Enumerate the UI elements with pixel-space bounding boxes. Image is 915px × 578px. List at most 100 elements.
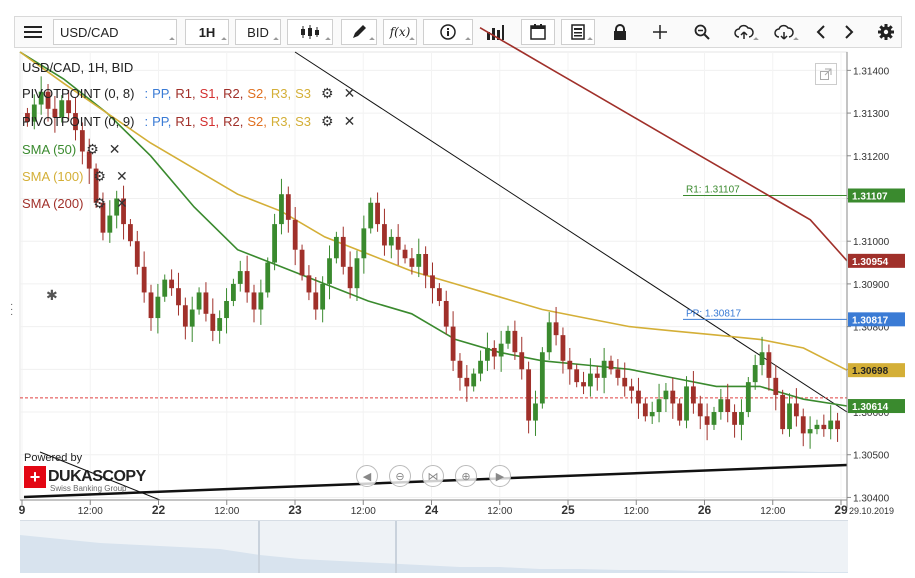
- candle-body: [388, 236, 394, 246]
- pivot-level-label: R3,: [270, 86, 292, 101]
- lock-button[interactable]: [605, 19, 635, 45]
- indicator-remove-icon[interactable]: ✕: [343, 85, 356, 101]
- indicator-legend-row[interactable]: SMA (50) ⚙ ✕: [22, 141, 120, 158]
- indicator-settings-icon[interactable]: ⚙: [93, 195, 106, 211]
- candle-body: [258, 292, 264, 310]
- indicator-legend-row[interactable]: SMA (200) ⚙ ✕: [22, 195, 128, 212]
- candle-body: [224, 300, 229, 319]
- candle-body: [491, 347, 497, 357]
- indicator-settings-icon[interactable]: ⚙: [86, 141, 99, 157]
- scroll-left-button[interactable]: [809, 19, 833, 45]
- price-side-select[interactable]: BID: [235, 19, 281, 45]
- pivot-level-label: R2,: [223, 86, 244, 101]
- time-tick-label: 24: [425, 503, 439, 517]
- indicator-remove-icon[interactable]: ✕: [115, 168, 128, 184]
- settings-button[interactable]: [873, 19, 899, 45]
- chart-type-button[interactable]: [287, 19, 333, 45]
- candle-body: [732, 412, 737, 425]
- menu-icon[interactable]: [19, 19, 47, 45]
- calendar-icon: [530, 24, 546, 40]
- candle-body: [642, 403, 648, 417]
- nav-back-button[interactable]: ◀: [356, 465, 378, 487]
- crosshair-icon: [653, 25, 667, 39]
- candle-body: [285, 194, 291, 220]
- candle-body: [498, 343, 504, 357]
- candle-body: [485, 347, 490, 361]
- zoom-button[interactable]: [687, 19, 717, 45]
- calendar-button[interactable]: [521, 19, 555, 45]
- price-side-label: BID: [247, 24, 269, 40]
- candle-body: [114, 198, 120, 216]
- bug-icon[interactable]: ✱: [46, 287, 58, 303]
- zoom-out-button[interactable]: ⊖: [389, 465, 411, 487]
- indicator-remove-icon[interactable]: ✕: [108, 141, 121, 157]
- time-tick-label: 12:00: [214, 506, 239, 517]
- candle-body: [821, 424, 827, 430]
- info-button[interactable]: [423, 19, 473, 45]
- candle-body: [38, 91, 44, 105]
- candle-body: [704, 416, 710, 425]
- candle-body: [361, 228, 367, 259]
- candle-body: [306, 275, 312, 293]
- candle-body: [237, 271, 243, 284]
- indicator-remove-icon[interactable]: ✕: [343, 113, 356, 129]
- candle-body: [773, 377, 779, 395]
- candle-body: [327, 258, 332, 284]
- candle-body: [512, 330, 518, 353]
- candle-body: [382, 224, 387, 246]
- price-badge: [848, 253, 905, 268]
- zoom-icon: [694, 24, 710, 40]
- download-button[interactable]: [767, 19, 801, 45]
- price-badge: [848, 363, 905, 378]
- symbol-select[interactable]: USD/CAD: [53, 19, 177, 45]
- upload-button[interactable]: [727, 19, 761, 45]
- indicator-name: SMA (50): [22, 142, 77, 157]
- candle-body: [670, 390, 676, 404]
- time-axis: 9 12:00 22 12:00 23 12:00 24 12:00 25 12:00 26 12:0…: [19, 499, 894, 517]
- crosshair-button[interactable]: [645, 19, 675, 45]
- pivot-level-label: S1,: [199, 114, 220, 129]
- indicators-button[interactable]: f(x): [383, 19, 417, 45]
- timeframe-select[interactable]: 1H: [185, 19, 229, 45]
- levels-separator: :: [144, 86, 149, 101]
- draw-tool-button[interactable]: [341, 19, 377, 45]
- candle-body: [546, 322, 552, 353]
- pivot-level-label: S1,: [199, 86, 220, 101]
- indicator-remove-icon[interactable]: ✕: [115, 195, 128, 211]
- lower-trendline: [39, 451, 161, 501]
- fit-button[interactable]: ⋈: [422, 465, 444, 487]
- candle-body: [581, 382, 586, 387]
- scroll-right-button[interactable]: [837, 19, 861, 45]
- zoom-in-button[interactable]: ⊕: [455, 465, 477, 487]
- panel-drag-handle[interactable]: · · ·: [10, 299, 14, 320]
- pivot-level-label: S3: [295, 114, 311, 129]
- candle-body: [539, 352, 545, 404]
- indicator-legend-row[interactable]: SMA (100) ⚙ ✕: [22, 168, 128, 185]
- candle-body: [759, 352, 765, 366]
- levels-separator: :: [144, 114, 149, 129]
- candle-body: [409, 258, 415, 267]
- volume-button[interactable]: [479, 19, 511, 45]
- price-badge-text: 1.30698: [852, 366, 889, 377]
- template-button[interactable]: [561, 19, 595, 45]
- navigator-strip[interactable]: [20, 520, 848, 573]
- candle-body: [588, 373, 593, 387]
- sma-line: [479, 27, 848, 262]
- candle-body: [533, 403, 538, 421]
- time-tick-label: 12:00: [624, 506, 649, 517]
- indicator-settings-icon[interactable]: ⚙: [321, 85, 334, 101]
- candle-body: [505, 330, 511, 344]
- candle-body: [141, 266, 147, 293]
- chevron-right-icon: [845, 25, 854, 39]
- candle-body: [333, 236, 339, 259]
- indicator-settings-icon[interactable]: ⚙: [93, 168, 106, 184]
- indicator-legend-row[interactable]: PIVOTPOINT (0, 9): PP, R1, S1, R2, S2, R3, S3 ⚙ ✕: [22, 113, 355, 130]
- candle-body: [340, 236, 346, 267]
- indicator-settings-icon[interactable]: ⚙: [321, 113, 334, 129]
- nav-forward-button[interactable]: ▶: [489, 465, 511, 487]
- indicator-legend-row[interactable]: PIVOTPOINT (0, 8): PP, R1, S1, R2, S2, R3, S3 ⚙ ✕: [22, 85, 355, 102]
- candle-body: [649, 412, 655, 417]
- expand-button[interactable]: [815, 63, 837, 85]
- candle-body: [656, 399, 662, 413]
